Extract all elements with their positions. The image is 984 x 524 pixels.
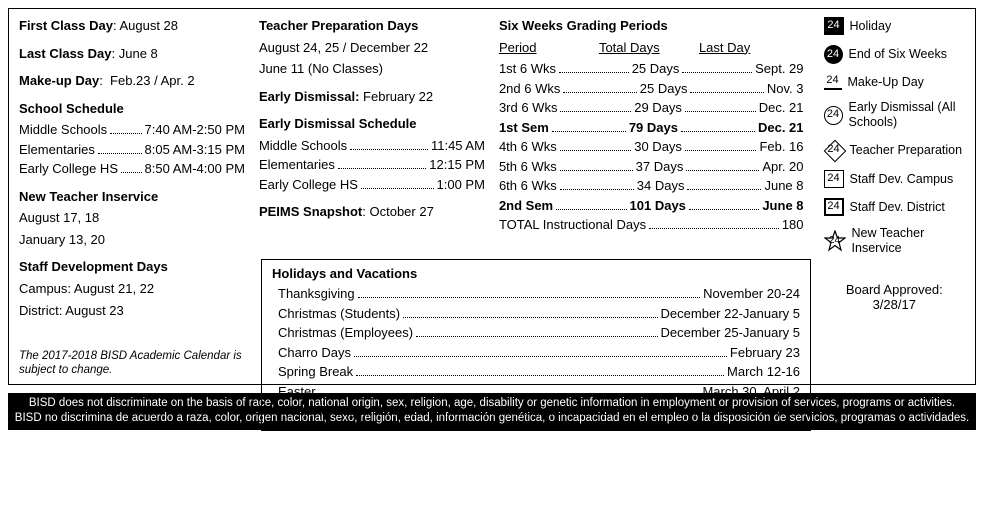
legend-item: 24 New Teacher Inservice (824, 226, 965, 256)
grading-row: 3rd 6 Wks29 DaysDec. 21 (499, 99, 804, 117)
legend-symbol: 24 (824, 170, 844, 188)
legend-item: 24 Staff Dev. District (824, 198, 965, 216)
grading-row: 1st 6 Wks25 DaysSept. 29 (499, 60, 804, 78)
footnote: The 2017-2018 BISD Academic Calendar is … (19, 349, 245, 378)
eds-row: Middle Schools11:45 AM (259, 137, 485, 155)
grading-row: 4th 6 Wks30 DaysFeb. 16 (499, 138, 804, 156)
eds-row: Early College HS1:00 PM (259, 176, 485, 194)
grading-head: Period Total Days Last Day (499, 39, 804, 57)
new-teacher-inservice: New Teacher Inservice August 17, 18 Janu… (19, 188, 245, 249)
legend-item: 24 Teacher Preparation (824, 140, 965, 160)
legend-label: New Teacher Inservice (852, 226, 965, 256)
legend-item: 24 Make-Up Day (824, 74, 965, 90)
teacher-prep: Teacher Preparation Days August 24, 25 /… (259, 17, 485, 78)
calendar-box: First Class Day: August 28 Last Class Da… (8, 8, 976, 385)
legend-symbol: 24 (824, 45, 843, 64)
holiday-row: Christmas (Employees)December 25-January… (272, 324, 800, 342)
legend-label: Holiday (850, 19, 965, 34)
holiday-row: Memorial DayMay 28 (272, 402, 800, 420)
holiday-row: Charro DaysFebruary 23 (272, 344, 800, 362)
legend-symbol: 24 (824, 230, 846, 252)
grading-row: 1st Sem79 DaysDec. 21 (499, 119, 804, 137)
grading-row: 2nd Sem101 DaysJune 8 (499, 197, 804, 215)
col-1: First Class Day: August 28 Last Class Da… (19, 17, 245, 378)
legend-symbol: 24 (824, 198, 844, 216)
schedule-row: Middle Schools7:40 AM-2:50 PM (19, 121, 245, 139)
legend-item: 24 Staff Dev. Campus (824, 170, 965, 188)
legend-label: End of Six Weeks (849, 47, 965, 62)
legend-symbol: 24 (824, 140, 844, 160)
peims-snapshot: PEIMS Snapshot: October 27 (259, 203, 485, 221)
holidays-wrapper: Holidays and Vacations ThanksgivingNovem… (261, 251, 811, 431)
schedule-row: Early College HS8:50 AM-4:00 PM (19, 160, 245, 178)
early-dismissal: Early Dismissal: February 22 (259, 88, 485, 106)
staff-dev-days: Staff Development Days Campus: August 21… (19, 258, 245, 319)
holiday-row: Christmas (Students)December 22-January … (272, 305, 800, 323)
legend-item: 24 Holiday (824, 17, 965, 35)
grading-row: 2nd 6 Wks25 DaysNov. 3 (499, 80, 804, 98)
legend-label: Staff Dev. Campus (850, 172, 965, 187)
legend-label: Staff Dev. District (850, 200, 965, 215)
holidays-box: Holidays and Vacations ThanksgivingNovem… (261, 259, 811, 431)
legend: 24 Holiday 24 End of Six Weeks 24 Make-Up Day… (818, 17, 965, 378)
holiday-row: EasterMarch 30, April 2 (272, 383, 800, 401)
grading-title: Six Weeks Grading Periods (499, 17, 804, 35)
legend-symbol: 24 (824, 106, 843, 125)
early-dismissal-schedule: Early Dismissal Schedule Middle Schools1… (259, 115, 485, 193)
schedule-row: Elementaries8:05 AM-3:15 PM (19, 141, 245, 159)
school-schedule: School Schedule Middle Schools7:40 AM-2:… (19, 100, 245, 178)
legend-label: Early Dismissal (All Schools) (849, 100, 965, 130)
school-schedule-title: School Schedule (19, 100, 245, 118)
legend-label: Make-Up Day (848, 75, 965, 90)
legend-label: Teacher Preparation (850, 143, 965, 158)
grading-row: 5th 6 Wks37 DaysApr. 20 (499, 158, 804, 176)
makeup-day: Make-up Day: Feb.23 / Apr. 2 (19, 72, 245, 90)
legend-item: 24 Early Dismissal (All Schools) (824, 100, 965, 130)
legend-symbol: 24 (824, 74, 842, 90)
holiday-row: ThanksgivingNovember 20-24 (272, 285, 800, 303)
last-class-day: Last Class Day: June 8 (19, 45, 245, 63)
grading-total: TOTAL Instructional Days180 (499, 216, 804, 234)
grading-row: 6th 6 Wks34 DaysJune 8 (499, 177, 804, 195)
legend-item: 24 End of Six Weeks (824, 45, 965, 64)
holiday-row: Spring BreakMarch 12-16 (272, 363, 800, 381)
holidays-title: Holidays and Vacations (272, 266, 800, 281)
board-approved: Board Approved: 3/28/17 (824, 282, 965, 312)
first-class-day: First Class Day: August 28 (19, 17, 245, 35)
legend-symbol: 24 (824, 17, 844, 35)
eds-row: Elementaries12:15 PM (259, 156, 485, 174)
